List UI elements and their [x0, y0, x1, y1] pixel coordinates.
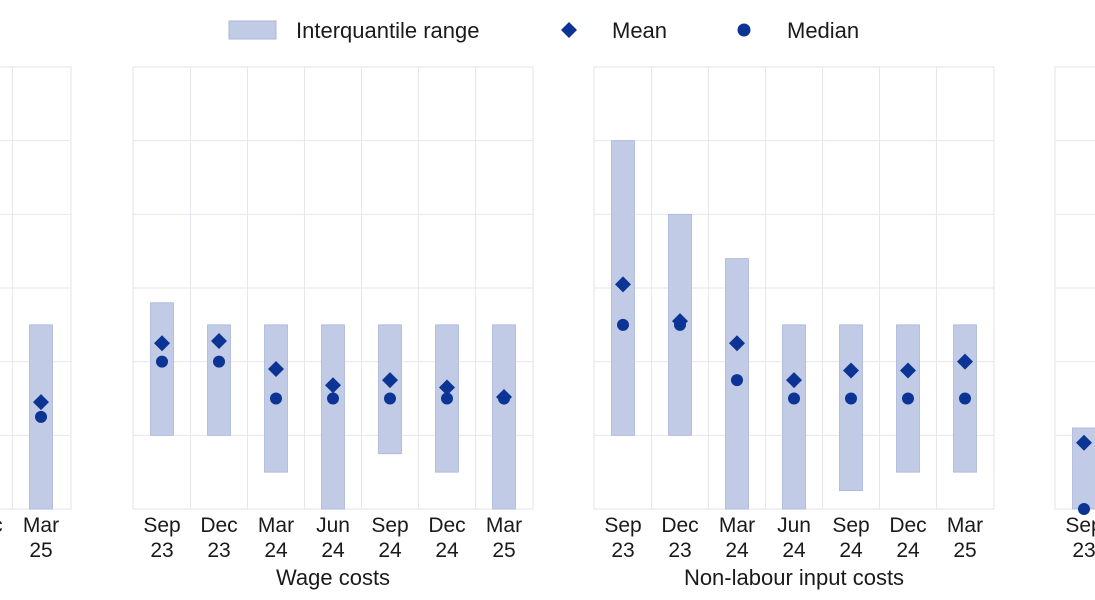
legend-median-label: Median — [787, 18, 859, 43]
x-tick-month: Mar — [23, 514, 59, 537]
x-tick-month: Mar — [486, 514, 522, 537]
median-point — [845, 392, 857, 405]
median-point — [213, 355, 225, 368]
x-tick-year: 23 — [668, 539, 691, 562]
legend-iqr-swatch — [228, 20, 277, 40]
x-tick-month: Jun — [777, 514, 811, 537]
median-point — [384, 392, 396, 405]
x-tick-year: 23 — [1072, 539, 1095, 562]
median-point — [35, 410, 47, 423]
iqr-bar — [378, 324, 402, 455]
x-tick-year: 24 — [725, 539, 749, 562]
x-tick-month: Sep — [832, 514, 869, 537]
x-tick-month: Mar — [947, 514, 983, 537]
mean-point — [615, 276, 631, 293]
panel-xlabel: Non-labour input costs — [684, 565, 904, 590]
x-tick-month: Sep — [371, 514, 408, 537]
x-tick-year: 25 — [492, 539, 515, 562]
mean-point — [382, 372, 398, 389]
median-point — [270, 392, 282, 405]
legend-mean-label: Mean — [612, 18, 667, 43]
x-tick-year: 25 — [953, 539, 976, 562]
panel-wage-costs: Sep23Dec23Mar24Jun24Sep24Dec24Mar25Wage … — [132, 66, 534, 590]
panel-xlabel: Wage costs — [276, 565, 390, 590]
mean-point — [729, 335, 745, 352]
mean-point — [154, 335, 170, 352]
iqr-bar — [839, 324, 863, 491]
legend-mean-marker — [561, 22, 577, 38]
mean-point — [496, 389, 512, 406]
x-tick-year: 24 — [839, 539, 863, 562]
x-tick-month: Jun — [316, 514, 350, 537]
median-point — [1078, 503, 1090, 515]
median-point — [902, 392, 914, 405]
x-tick-month: Dec — [428, 514, 465, 537]
mean-point — [268, 361, 284, 378]
legend: Interquantile range Mean Median — [228, 18, 859, 43]
x-tick-year: 24 — [378, 539, 402, 562]
x-tick-year: 24 — [896, 539, 920, 562]
iqr-bar — [207, 324, 231, 436]
mean-point — [843, 362, 859, 379]
x-tick-month: Dec — [661, 514, 698, 537]
mean-point — [325, 377, 341, 394]
x-tick-month: Dec — [200, 514, 237, 537]
mean-point — [211, 333, 227, 350]
x-tick-year: 24 — [782, 539, 806, 562]
mean-point — [957, 353, 973, 370]
median-point — [441, 392, 453, 405]
mean-point — [900, 362, 916, 379]
median-point — [327, 392, 339, 405]
x-tick-year: 23 — [207, 539, 230, 562]
iqr-bar — [321, 324, 345, 510]
iqr-bar — [150, 302, 174, 436]
x-tick-month: Sep — [1065, 514, 1095, 537]
x-tick-month: Mar — [258, 514, 294, 537]
legend-iqr-label: Interquantile range — [296, 18, 479, 43]
mean-point — [1076, 434, 1092, 451]
x-tick-month: Dec — [0, 514, 3, 537]
legend-median-marker — [737, 23, 751, 37]
x-tick-year: 23 — [150, 539, 173, 562]
iqr-bar — [492, 324, 516, 510]
x-tick-month: Sep — [143, 514, 180, 537]
mean-point — [786, 372, 802, 389]
x-tick-year: 24 — [264, 539, 288, 562]
median-point — [156, 355, 168, 368]
x-tick-year: 24 — [435, 539, 459, 562]
x-tick-month: Sep — [604, 514, 641, 537]
x-tick-year: 25 — [29, 539, 52, 562]
iqr-bar — [782, 324, 806, 510]
x-tick-month: Dec — [889, 514, 926, 537]
mean-point — [33, 394, 49, 411]
x-tick-year: 23 — [611, 539, 634, 562]
median-point — [731, 374, 743, 387]
x-tick-month: Mar — [719, 514, 755, 537]
panel-non-labour-input-costs: Sep23Dec23Mar24Jun24Sep24Dec24Mar25Non-l… — [593, 66, 995, 590]
mean-point — [672, 313, 688, 330]
median-point — [959, 392, 971, 405]
mean-point — [439, 379, 455, 396]
median-point — [617, 318, 629, 331]
x-tick-year: 24 — [321, 539, 345, 562]
median-point — [788, 392, 800, 405]
